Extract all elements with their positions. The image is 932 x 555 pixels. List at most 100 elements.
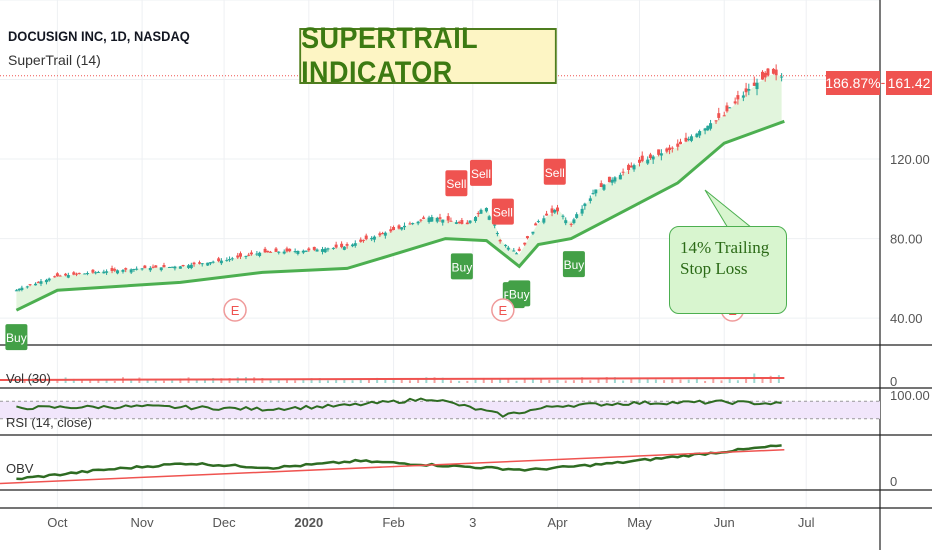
volume-bar: [367, 378, 370, 383]
candle-body: [359, 239, 363, 242]
volume-bar: [769, 375, 772, 383]
candle-body: [121, 270, 125, 272]
volume-bar: [425, 377, 428, 383]
candle-body: [411, 223, 415, 225]
candle-body: [105, 271, 109, 273]
candle-body: [771, 68, 775, 74]
candle-body: [244, 255, 248, 257]
candle-body: [301, 250, 305, 253]
volume-bar: [212, 377, 215, 383]
candle-body: [162, 265, 166, 268]
candle-body: [747, 89, 751, 91]
candle-body: [178, 266, 182, 269]
candle-body: [446, 216, 450, 221]
candle-body: [91, 269, 95, 273]
volume-bar: [720, 380, 723, 383]
candle-body: [512, 250, 516, 252]
candle-body: [602, 184, 606, 190]
candle-body: [47, 278, 51, 281]
candle-body: [550, 208, 554, 213]
obv-tick-label: 0: [890, 474, 897, 489]
candle-body: [167, 266, 171, 268]
candle-body: [449, 220, 453, 222]
candle-body: [135, 268, 139, 270]
candle-body: [495, 233, 499, 235]
candle-body: [438, 217, 442, 219]
candle-body: [515, 253, 519, 255]
earnings-text: E: [231, 303, 240, 318]
volume-bar: [761, 377, 764, 383]
candle-body: [525, 236, 529, 239]
candle-body: [143, 265, 147, 269]
candle-body: [763, 72, 767, 78]
callout-pointer: [704, 189, 754, 229]
sell-text: Sell: [446, 177, 466, 191]
volume-bar: [507, 379, 510, 383]
volume-bar: [277, 379, 280, 383]
candle-body: [345, 244, 349, 246]
volume-bar: [589, 380, 592, 383]
candle-body: [402, 225, 406, 228]
volume-bar: [433, 377, 436, 383]
rsi-line: [16, 397, 782, 418]
time-tick-label: Dec: [213, 515, 237, 530]
candle-body: [307, 248, 311, 251]
candle-body: [34, 283, 38, 286]
candle-body: [422, 217, 426, 219]
candle-body: [200, 263, 204, 265]
candle-body: [198, 262, 202, 264]
buy-text: Buy: [452, 260, 473, 274]
candle-body: [659, 153, 663, 156]
candle-body: [531, 231, 535, 234]
volume-bar: [474, 379, 477, 383]
candle-body: [572, 219, 576, 224]
candle-body: [151, 266, 155, 268]
candle-body: [430, 217, 434, 222]
candle-body: [219, 260, 223, 264]
buy-label: [450, 253, 473, 280]
candle-body: [484, 207, 488, 212]
time-tick-label: 2020: [294, 515, 323, 530]
price-tick-label: 120.00: [890, 152, 930, 167]
candle-body: [553, 209, 557, 213]
candle-body: [416, 221, 420, 224]
candle-body: [170, 266, 174, 268]
volume-bar: [162, 380, 165, 383]
volume-bar: [154, 380, 157, 383]
callout-line-1: 14% Trailing: [680, 238, 770, 257]
candle-body: [383, 232, 387, 236]
candle-body: [206, 262, 210, 266]
candle-body: [236, 255, 240, 258]
candle-body: [192, 262, 196, 265]
candle-body: [506, 247, 510, 250]
buy-text: Buy: [564, 258, 585, 272]
volume-bar: [56, 379, 59, 383]
badge-separator: -: [880, 74, 886, 90]
candle-body: [230, 258, 234, 260]
candle-body: [640, 155, 644, 162]
volume-bar: [523, 379, 526, 383]
candle-body: [20, 287, 24, 291]
candle-body: [689, 136, 693, 141]
trailing-stop-callout: 14% Trailing Stop Loss: [669, 226, 787, 314]
candle-body: [408, 223, 412, 225]
candle-body: [542, 218, 546, 223]
candle-body: [613, 177, 617, 182]
volume-bar: [23, 380, 26, 383]
candle-body: [534, 223, 538, 226]
candle-body: [536, 221, 540, 223]
volume-bar: [630, 378, 633, 383]
candle-body: [561, 215, 565, 217]
candle-body: [258, 252, 262, 256]
candle-body: [575, 214, 579, 218]
candle-body: [269, 251, 273, 253]
volume-bar: [89, 380, 92, 383]
volume-bar: [646, 378, 649, 383]
candle-body: [326, 248, 330, 250]
candle-body: [274, 248, 278, 252]
candle-body: [381, 233, 385, 235]
percent-badge: 186.87%: [825, 71, 881, 95]
candle-body: [774, 69, 778, 76]
earnings-text: E: [499, 303, 508, 318]
volume-tick-label: 0: [890, 374, 897, 389]
